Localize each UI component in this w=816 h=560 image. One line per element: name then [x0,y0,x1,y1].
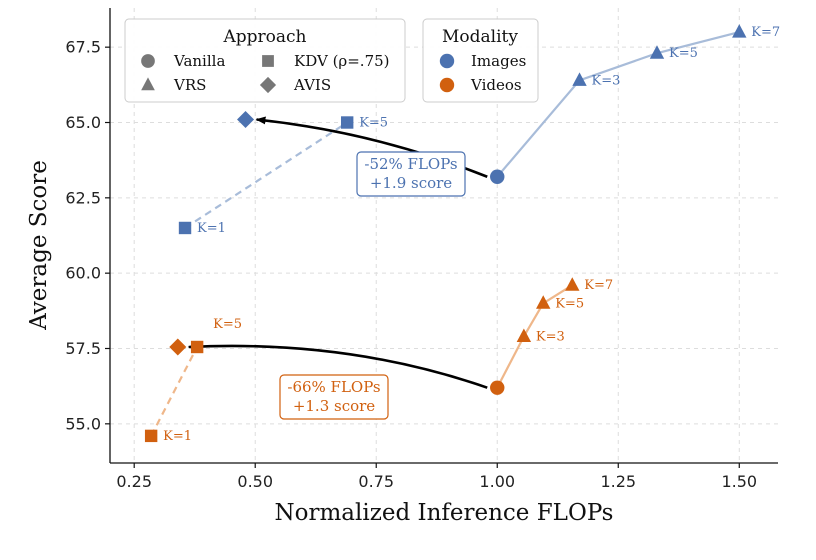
videos-vrs-point [536,295,551,309]
x-tick-label: 1.50 [721,472,757,491]
y-tick-label: 65.0 [65,113,101,132]
videos-annotation-box [279,374,389,420]
videos-vrs-line [496,284,573,389]
x-tick-label: 1.00 [479,472,515,491]
videos-vrs-point [516,328,532,342]
approach-legend: Approach Vanilla VRS KDV (ρ=.75) AVIS [124,18,406,103]
images-kdv-point [178,221,192,235]
videos-point-label: K=5 [213,317,242,332]
images-vanilla-point [490,169,505,184]
approach-legend-title: Approach [222,27,306,47]
legend-modality-label: Images [471,52,526,70]
videos-annotation-text: +1.3 score [293,397,375,415]
legend-square-icon [262,55,274,67]
videos-point-label: K=5 [555,296,584,311]
images-vrs-point [732,24,747,38]
y-tick-label: 67.5 [65,38,101,57]
modality-legend: Modality Images Videos [422,18,539,103]
legend-approach-label: Vanilla [173,52,225,70]
images-point-label: K=5 [669,46,698,61]
legend-approach-label: AVIS [293,76,331,94]
data-points [144,24,747,443]
x-tick-label: 0.25 [116,472,152,491]
images-kdv-line [184,121,348,229]
images-kdv-point [340,116,354,129]
annotations: -52% FLOPs+1.9 score -66% FLOPs+1.3 score [279,151,466,420]
videos-kdv-point [190,340,204,354]
videos-avis-point [169,338,187,356]
videos-annotation-text: -66% FLOPs [287,378,380,396]
x-tick-label: 1.25 [600,472,636,491]
y-tick-label: 57.5 [65,339,101,358]
videos-kdv-line [150,346,199,437]
images-avis-point [237,110,255,128]
images-vrs-point [649,45,665,59]
images-point-label: K=1 [197,221,226,236]
images-vrs-line [496,31,740,178]
legend-diamond-icon [259,76,277,94]
x-tick-label: 0.50 [237,472,273,491]
legend-images-icon [439,53,455,69]
y-tick-label: 55.0 [65,414,101,433]
y-tick-label: 60.0 [65,264,101,283]
legend-modality-label: Videos [470,76,522,94]
images-vrs-point [572,72,587,86]
legend-videos-icon [439,77,455,93]
x-tick-label: 0.75 [358,472,394,491]
y-axis-title: Average Score [26,160,52,331]
legend-circle-icon [141,54,155,68]
legend-approach-label: KDV (ρ=.75) [294,52,390,70]
legend-triangle-icon [141,77,155,91]
x-axis-title: Normalized Inference FLOPs [275,500,614,526]
videos-point-label: K=1 [163,429,192,444]
videos-vanilla-point [490,380,505,395]
videos-point-label: K=7 [584,278,613,293]
videos-kdv-point [144,429,158,443]
videos-point-label: K=3 [536,329,565,344]
y-tick-label: 62.5 [65,188,101,207]
videos-arrow [187,342,488,389]
legend-approach-label: VRS [173,76,206,94]
images-annotation-text: -52% FLOPs [364,155,457,173]
point-labels: K=3K=5K=7K=1K=5K=3K=5K=7K=1K=5 [163,25,780,444]
videos-vrs-point [565,277,580,291]
images-point-label: K=7 [751,25,780,40]
images-annotation-box [356,151,466,197]
modality-legend-title: Modality [442,27,518,47]
series-lines [150,31,740,437]
images-point-label: K=3 [592,73,621,88]
images-annotation-text: +1.9 score [370,174,452,192]
axes: 0.25 0.50 0.75 1.00 1.25 1.50 55.0 57.5 60.0 62.5… [65,8,778,491]
legends: Approach Vanilla VRS KDV (ρ=.75) AVIS Modalit… [124,18,539,103]
images-point-label: K=5 [359,116,388,131]
